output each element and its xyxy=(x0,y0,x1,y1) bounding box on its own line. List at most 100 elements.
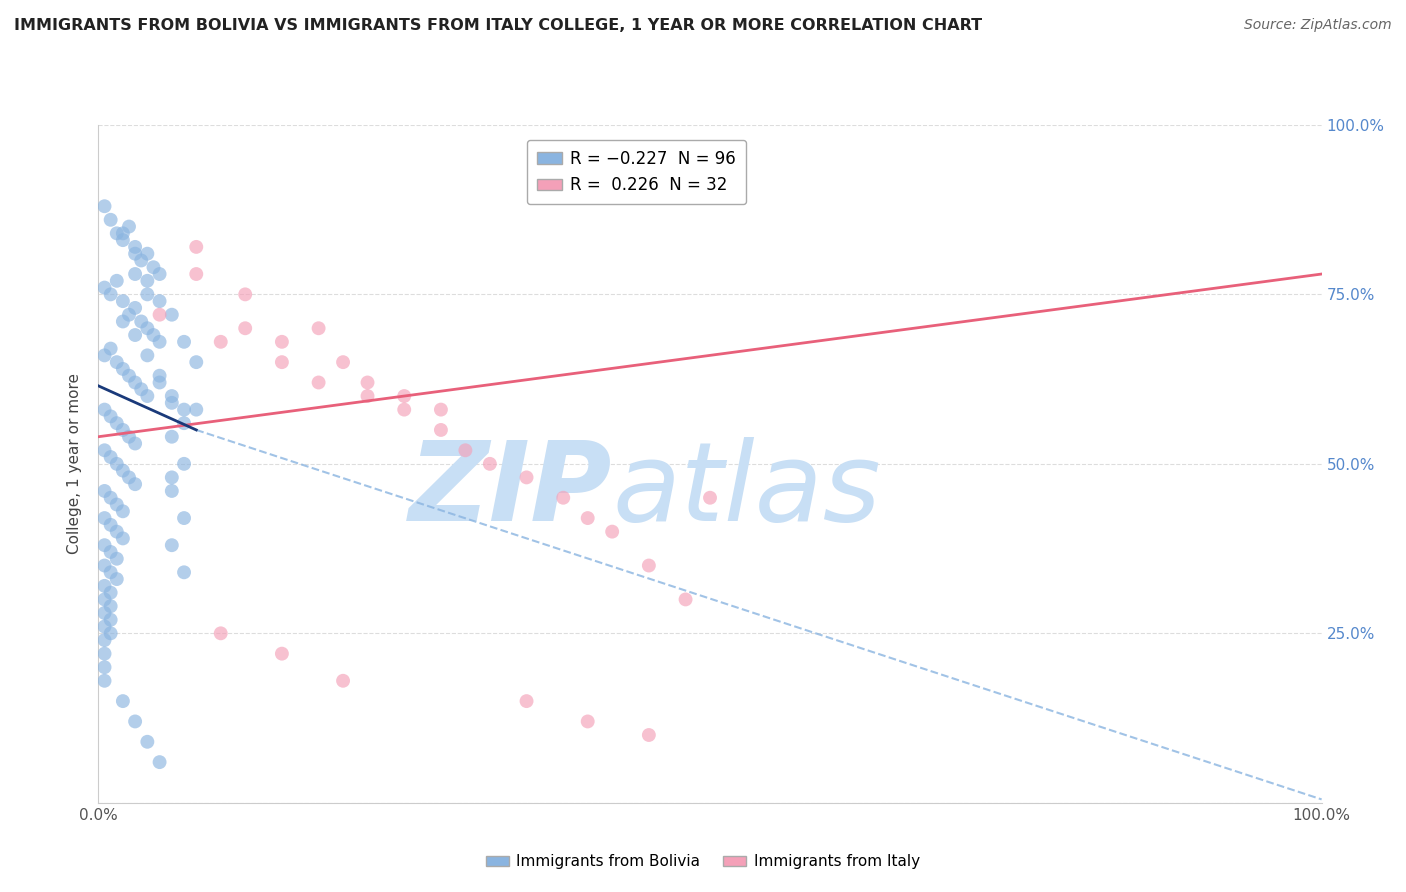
Point xyxy=(308,376,330,390)
Point xyxy=(100,212,122,227)
Point xyxy=(173,402,195,417)
Point xyxy=(136,274,159,288)
Point xyxy=(124,328,146,343)
Point xyxy=(111,504,134,518)
Point xyxy=(93,348,115,362)
Point xyxy=(308,321,330,335)
Point xyxy=(100,566,122,580)
Point xyxy=(105,551,128,566)
Point xyxy=(173,566,195,580)
Point xyxy=(136,321,159,335)
Point xyxy=(93,558,115,573)
Point xyxy=(111,294,134,309)
Point xyxy=(129,382,152,396)
Point xyxy=(93,633,115,648)
Point xyxy=(118,368,141,383)
Point xyxy=(142,260,165,275)
Point xyxy=(124,376,146,390)
Point xyxy=(105,416,128,430)
Point xyxy=(638,728,661,742)
Point xyxy=(553,491,575,505)
Point xyxy=(100,491,122,505)
Point xyxy=(638,558,661,573)
Point xyxy=(136,348,159,362)
Point xyxy=(186,402,208,417)
Y-axis label: College, 1 year or more: College, 1 year or more xyxy=(67,374,83,554)
Point xyxy=(233,321,256,335)
Point xyxy=(111,694,134,708)
Point xyxy=(100,450,122,464)
Point xyxy=(100,545,122,559)
Point xyxy=(160,470,183,484)
Point xyxy=(160,430,183,444)
Point xyxy=(160,538,183,552)
Point xyxy=(93,443,115,458)
Point xyxy=(124,246,146,260)
Point xyxy=(93,673,115,688)
Point xyxy=(93,402,115,417)
Point xyxy=(100,613,122,627)
Point xyxy=(160,483,183,498)
Point xyxy=(173,457,195,471)
Text: Source: ZipAtlas.com: Source: ZipAtlas.com xyxy=(1244,18,1392,32)
Point xyxy=(124,301,146,315)
Point xyxy=(118,470,141,484)
Point xyxy=(93,538,115,552)
Point xyxy=(100,626,122,640)
Point xyxy=(392,402,416,417)
Point xyxy=(430,423,453,437)
Point xyxy=(675,592,697,607)
Point xyxy=(136,246,159,260)
Point xyxy=(515,470,537,484)
Point xyxy=(149,267,172,281)
Point xyxy=(149,334,172,349)
Point xyxy=(149,294,172,309)
Point xyxy=(111,227,134,241)
Point xyxy=(576,714,599,729)
Point xyxy=(93,483,115,498)
Point xyxy=(136,389,159,403)
Legend: Immigrants from Bolivia, Immigrants from Italy: Immigrants from Bolivia, Immigrants from… xyxy=(479,848,927,875)
Point xyxy=(111,464,134,478)
Point xyxy=(356,389,378,403)
Point xyxy=(93,280,115,294)
Point xyxy=(430,402,453,417)
Point xyxy=(173,334,195,349)
Point xyxy=(149,755,172,769)
Point xyxy=(111,532,134,546)
Point xyxy=(478,457,501,471)
Legend: R = −0.227  N = 96, R =  0.226  N = 32: R = −0.227 N = 96, R = 0.226 N = 32 xyxy=(527,140,747,204)
Point xyxy=(356,376,378,390)
Text: atlas: atlas xyxy=(612,437,880,544)
Point xyxy=(111,362,134,376)
Point xyxy=(105,498,128,512)
Point xyxy=(93,511,115,525)
Point xyxy=(270,647,294,661)
Point xyxy=(100,342,122,356)
Point xyxy=(124,714,146,729)
Point xyxy=(93,619,115,633)
Text: IMMIGRANTS FROM BOLIVIA VS IMMIGRANTS FROM ITALY COLLEGE, 1 YEAR OR MORE CORRELA: IMMIGRANTS FROM BOLIVIA VS IMMIGRANTS FR… xyxy=(14,18,983,33)
Point xyxy=(111,314,134,328)
Point xyxy=(118,219,141,234)
Point xyxy=(129,314,152,328)
Point xyxy=(515,694,537,708)
Point xyxy=(392,389,416,403)
Point xyxy=(118,308,141,322)
Point xyxy=(111,423,134,437)
Point xyxy=(160,308,183,322)
Point xyxy=(93,579,115,593)
Point xyxy=(142,328,165,343)
Point xyxy=(93,199,115,213)
Point xyxy=(186,267,208,281)
Point xyxy=(332,673,354,688)
Point xyxy=(173,511,195,525)
Point xyxy=(454,443,477,458)
Point xyxy=(105,572,128,586)
Point xyxy=(100,287,122,301)
Point xyxy=(118,430,141,444)
Text: ZIP: ZIP xyxy=(409,437,612,544)
Point xyxy=(105,227,128,241)
Point xyxy=(105,524,128,539)
Point xyxy=(149,368,172,383)
